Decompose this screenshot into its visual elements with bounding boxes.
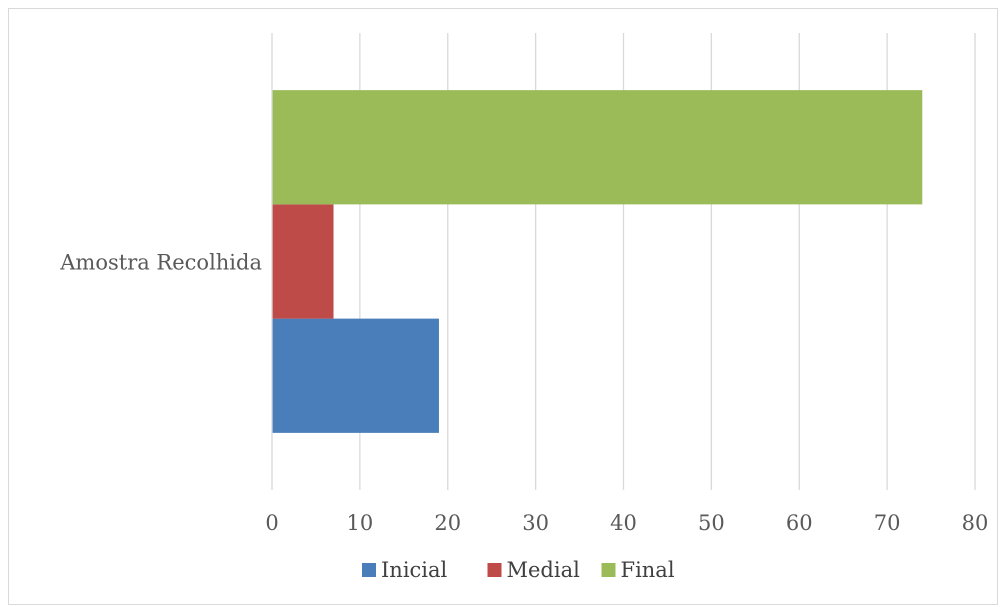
x-tick-label: 20 bbox=[434, 511, 461, 535]
x-tick-label: 70 bbox=[874, 511, 901, 535]
x-tick-label: 60 bbox=[786, 511, 813, 535]
legend-label: Medial bbox=[507, 558, 581, 582]
x-tick-label: 30 bbox=[522, 511, 549, 535]
legend-label: Inicial bbox=[381, 558, 448, 582]
x-tick-label: 50 bbox=[698, 511, 725, 535]
x-tick-label: 10 bbox=[347, 511, 374, 535]
legend-swatch-inicial bbox=[362, 563, 376, 577]
legend-item-inicial: Inicial bbox=[362, 558, 448, 582]
x-tick-label: 0 bbox=[265, 511, 278, 535]
legend-item-medial: Medial bbox=[487, 558, 581, 582]
bar-inicial bbox=[272, 318, 439, 433]
category-labels: Amostra Recolhida bbox=[59, 251, 262, 275]
legend-label: Final bbox=[621, 558, 675, 582]
legend-swatch-final bbox=[601, 563, 616, 577]
bar-final bbox=[272, 90, 923, 205]
legend-item-final: Final bbox=[601, 558, 675, 582]
category-label: Amostra Recolhida bbox=[59, 251, 262, 275]
bar-medial bbox=[272, 204, 334, 319]
x-tick-label: 40 bbox=[610, 511, 637, 535]
legend-swatch-medial bbox=[487, 563, 502, 577]
value-axis-ticks: 0 10 20 30 40 50 60 70 80 bbox=[265, 511, 988, 535]
bars bbox=[272, 90, 923, 433]
legend: Inicial Medial Final bbox=[362, 558, 675, 582]
x-tick-label: 80 bbox=[962, 511, 989, 535]
